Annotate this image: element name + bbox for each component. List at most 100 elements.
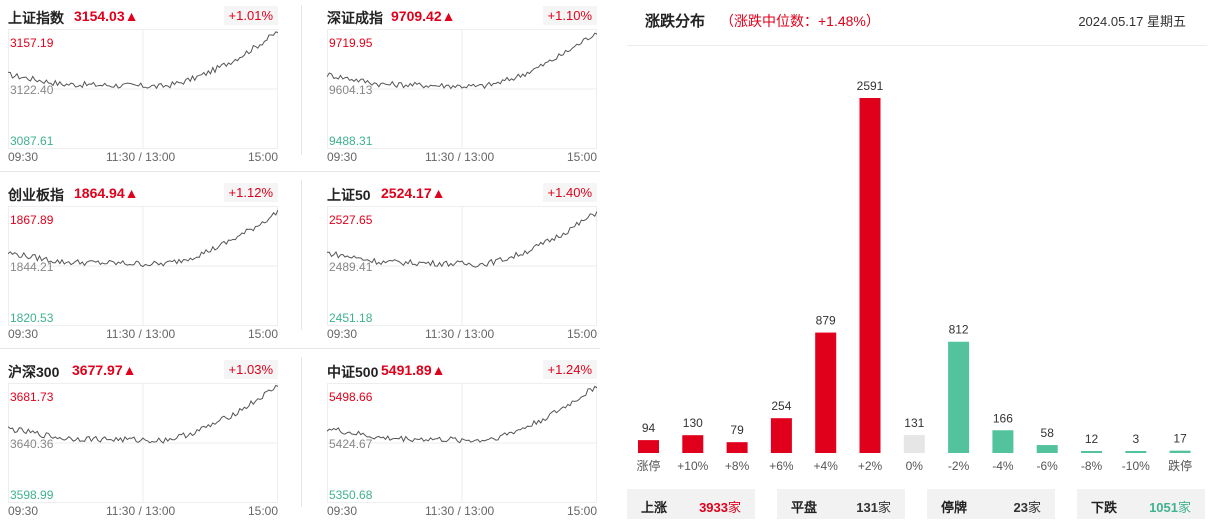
- time-axis-label: 09:30: [327, 504, 358, 518]
- time-axis-label: 11:30 / 13:00: [106, 150, 176, 164]
- axis-mid-label: 3640.36: [10, 437, 54, 451]
- price-line: [8, 209, 278, 268]
- bar-category-label: -4%: [992, 459, 1014, 473]
- time-axis-label: 11:30 / 13:00: [425, 150, 495, 164]
- index-card-header: 创业板指 1864.94▲ +1.12%: [8, 180, 278, 204]
- summary-unit: 家: [1027, 500, 1041, 515]
- index-change-badge: +1.40%: [542, 183, 597, 202]
- intraday-chart: 9719.95 9604.13 9488.31: [327, 29, 597, 149]
- distribution-bar[interactable]: [903, 435, 925, 453]
- axis-low-label: 9488.31: [329, 134, 373, 148]
- bar-category-label: 涨停: [636, 458, 660, 473]
- distribution-bar[interactable]: [1125, 451, 1147, 453]
- time-axis-label: 11:30 / 13:00: [425, 504, 495, 518]
- distribution-bar[interactable]: [992, 430, 1014, 453]
- index-card-header: 上证50 2524.17▲ +1.40%: [327, 180, 597, 204]
- bar-category-label: +6%: [769, 459, 794, 473]
- bar-value-label: 812: [949, 323, 969, 337]
- axis-high-label: 2527.65: [329, 213, 373, 227]
- distribution-bar[interactable]: [770, 418, 792, 453]
- axis-mid-label: 9604.13: [329, 83, 373, 97]
- bar-value-label: 879: [816, 314, 836, 328]
- price-line: [8, 384, 278, 444]
- index-card[interactable]: 上证指数 3154.03▲ +1.01% 3157.19 3122.40 3087.61 0…: [8, 3, 278, 168]
- intraday-chart: 5498.66 5424.67 5350.68: [327, 383, 597, 503]
- index-name: 上证指数: [8, 10, 64, 26]
- index-card[interactable]: 创业板指 1864.94▲ +1.12% 1867.89 1844.21 1820.53 0…: [8, 180, 278, 345]
- index-card[interactable]: 中证500 5491.89▲ +1.24% 5498.66 5424.67 5350.68…: [327, 357, 597, 520]
- bar-value-label: 254: [771, 399, 791, 413]
- axis-high-label: 9719.95: [329, 36, 373, 50]
- axis-mid-label: 2489.41: [329, 260, 373, 274]
- axis-low-label: 2451.18: [329, 311, 373, 325]
- time-axis-label: 15:00: [247, 327, 278, 341]
- axis-high-label: 1867.89: [10, 213, 54, 227]
- bar-value-label: 166: [993, 411, 1013, 425]
- distribution-bar[interactable]: [1169, 450, 1191, 453]
- time-axis-label: 09:30: [8, 327, 39, 341]
- time-axis-label: 11:30 / 13:00: [106, 504, 176, 518]
- bar-category-label: +8%: [725, 459, 750, 473]
- summary-count: 131: [856, 500, 878, 515]
- index-name: 深证成指: [327, 10, 383, 26]
- summary-flat: 平盘 131家: [777, 489, 905, 519]
- summary-label: 下跌: [1091, 500, 1118, 515]
- distribution-bar[interactable]: [815, 332, 837, 453]
- summary-value: 3933家: [699, 497, 741, 516]
- axis-high-label: 3681.73: [10, 390, 54, 404]
- price-line: [327, 385, 597, 444]
- axis-mid-label: 1844.21: [10, 260, 54, 274]
- axis-low-label: 1820.53: [10, 311, 54, 325]
- time-axis-label: 09:30: [327, 327, 358, 341]
- time-axis-label: 09:30: [327, 150, 358, 164]
- bar-value-label: 2591: [857, 79, 884, 93]
- distribution-chart: 94 涨停 130 +10% 79 +8% 254 +6% 879 +4% 2591 +2% 131 0%…: [636, 79, 1192, 473]
- axis-low-label: 5350.68: [329, 488, 373, 502]
- summary-value: 131家: [856, 497, 891, 516]
- distribution-bar[interactable]: [682, 435, 704, 453]
- bar-value-label: 17: [1173, 432, 1187, 446]
- distribution-median: （涨跌中位数：+1.48%）: [720, 13, 880, 29]
- time-axis-label: 15:00: [247, 150, 278, 164]
- distribution-bar[interactable]: [726, 442, 748, 453]
- distribution-bar[interactable]: [638, 440, 659, 453]
- time-axis-label: 11:30 / 13:00: [425, 327, 495, 341]
- index-value: 1864.94▲: [74, 185, 139, 201]
- index-change-badge: +1.12%: [223, 183, 278, 202]
- axis-mid-label: 5424.67: [329, 437, 373, 451]
- price-line: [327, 32, 597, 90]
- index-card[interactable]: 上证50 2524.17▲ +1.40% 2527.65 2489.41 2451.18 0…: [327, 180, 597, 345]
- time-axis-label: 09:30: [8, 504, 39, 518]
- summary-unit: 家: [877, 500, 891, 515]
- index-name: 沪深300: [8, 364, 60, 380]
- distribution-bar[interactable]: [1081, 451, 1102, 453]
- bar-category-label: -2%: [948, 459, 970, 473]
- axis-low-label: 3087.61: [10, 134, 54, 148]
- summary-up: 上涨 3933家: [627, 489, 755, 519]
- summary-count: 1051: [1149, 500, 1178, 515]
- column-divider: [301, 5, 302, 155]
- bar-value-label: 130: [683, 416, 703, 430]
- bar-category-label: -10%: [1122, 459, 1150, 473]
- column-divider: [301, 180, 302, 330]
- intraday-chart: 1867.89 1844.21 1820.53: [8, 206, 278, 326]
- distribution-bar[interactable]: [859, 98, 881, 453]
- index-value: 5491.89▲: [381, 362, 446, 378]
- index-card[interactable]: 沪深300 3677.97▲ +1.03% 3681.73 3640.36 3598.99…: [8, 357, 278, 520]
- distribution-bar[interactable]: [948, 341, 970, 453]
- time-axis-label: 15:00: [566, 327, 597, 341]
- price-line: [327, 211, 597, 268]
- time-axis-label: 15:00: [566, 504, 597, 518]
- index-name: 中证500: [327, 364, 379, 380]
- index-card-header: 上证指数 3154.03▲ +1.01%: [8, 3, 278, 27]
- bar-value-label: 3: [1132, 432, 1139, 446]
- index-card[interactable]: 深证成指 9709.42▲ +1.10% 9719.95 9604.13 9488.31 0…: [327, 3, 597, 168]
- index-value: 3154.03▲: [74, 8, 139, 24]
- summary-count: 23: [1013, 500, 1028, 515]
- bar-category-label: 跌停: [1168, 458, 1192, 473]
- index-value: 2524.17▲: [381, 185, 446, 201]
- bar-value-label: 79: [730, 423, 744, 437]
- distribution-bar[interactable]: [1036, 445, 1058, 453]
- column-divider: [301, 357, 302, 507]
- time-axis-label: 15:00: [247, 504, 278, 518]
